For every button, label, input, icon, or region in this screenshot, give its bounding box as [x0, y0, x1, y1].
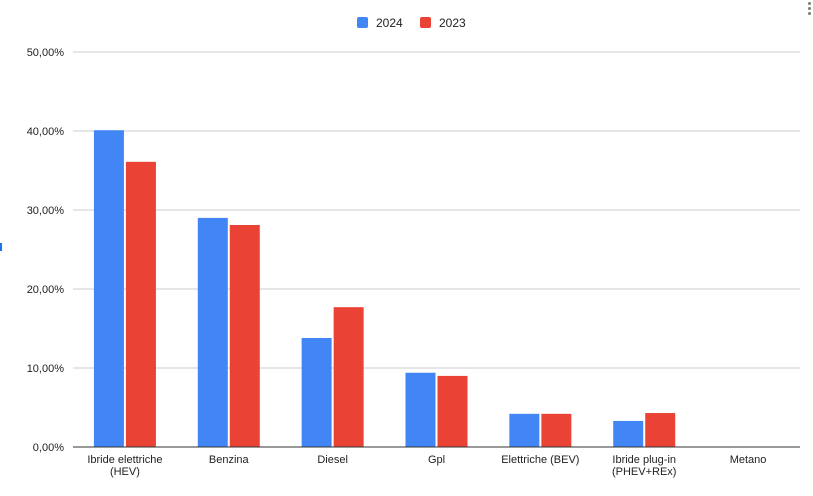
legend: 2024 2023: [357, 16, 466, 30]
y-tick-label: 50,00%: [27, 47, 65, 59]
legend-label: 2023: [439, 16, 466, 30]
y-tick-label: 30,00%: [27, 205, 65, 217]
selection-marker: [0, 243, 2, 251]
bar-2023[interactable]: [229, 225, 260, 447]
gridlines: [73, 51, 800, 369]
more-vertical-icon[interactable]: [805, 0, 813, 18]
x-tick-label: Ibride plug-in (PHEV+REx): [612, 454, 677, 478]
x-tick-label: Diesel: [317, 454, 348, 466]
bar-2024[interactable]: [405, 372, 436, 447]
bar-2023[interactable]: [541, 413, 572, 447]
x-tick-label: Metano: [730, 454, 767, 466]
legend-label: 2024: [376, 16, 403, 30]
bar-2024[interactable]: [301, 337, 332, 447]
bar-2024[interactable]: [93, 130, 124, 447]
y-tick-label: 10,00%: [27, 363, 65, 375]
legend-swatch: [357, 17, 368, 28]
bar-2023[interactable]: [333, 307, 364, 447]
bar-2023[interactable]: [125, 161, 156, 447]
y-tick-label: 20,00%: [27, 284, 65, 296]
x-tick-label: Elettriche (BEV): [501, 454, 579, 466]
bars: [93, 130, 676, 447]
x-tick-label: Benzina: [209, 454, 250, 466]
bar-2024[interactable]: [509, 413, 540, 447]
x-tick-label: Ibride elettriche (HEV): [87, 454, 162, 478]
y-tick-label: 40,00%: [27, 126, 65, 138]
x-tick-label: Gpl: [428, 454, 445, 466]
bar-2024[interactable]: [613, 420, 644, 447]
y-tick-label: 0,00%: [33, 442, 64, 454]
y-axis-ticks: 0,00% 10,00% 20,00% 30,00% 40,00% 50,00%: [27, 47, 65, 454]
x-axis-labels: Ibride elettriche (HEV) Benzina Diesel Gpl El…: [87, 454, 766, 478]
legend-swatch: [420, 17, 431, 28]
bar-2024[interactable]: [197, 217, 228, 447]
bar-2023[interactable]: [645, 413, 676, 447]
bar-2023[interactable]: [437, 375, 468, 447]
